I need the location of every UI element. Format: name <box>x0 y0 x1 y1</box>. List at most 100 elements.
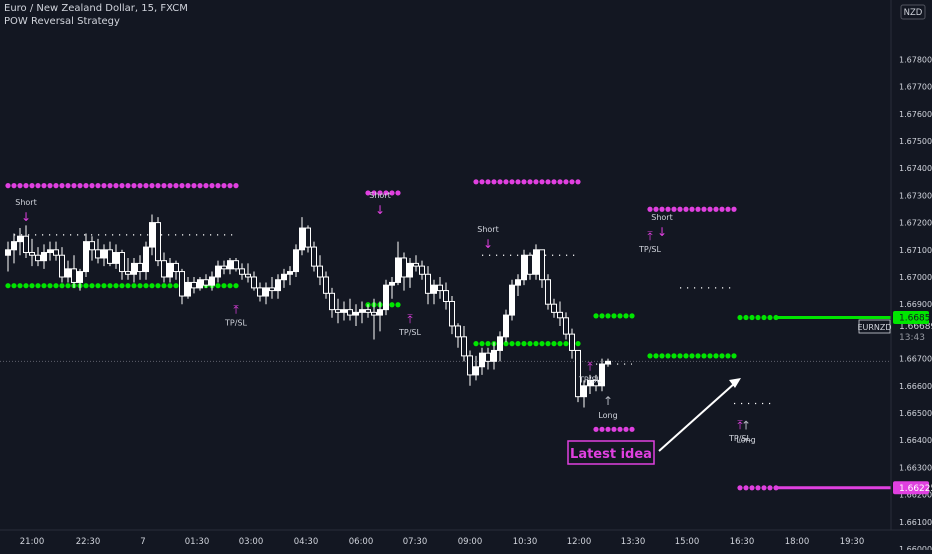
candle <box>173 260 179 280</box>
signal-dot <box>149 283 155 289</box>
signal-dot <box>395 190 401 196</box>
tpsl-signal: ⤒ TP/SL <box>638 229 661 254</box>
price-tag-symbol: EURNZD <box>857 323 891 332</box>
y-tick-label: 1.66900 <box>899 300 932 309</box>
candle <box>83 233 89 277</box>
candle <box>329 287 335 318</box>
signal-dot <box>713 206 719 212</box>
signal-dot <box>185 183 191 189</box>
signal-dot <box>23 183 29 189</box>
currency-badge-label: NZD <box>904 8 923 18</box>
signal-dot <box>167 283 173 289</box>
candle <box>215 260 221 283</box>
signal-dot <box>689 206 695 212</box>
short-label: Short <box>15 198 36 207</box>
chart-title: Euro / New Zealand Dollar, 15, FXCM <box>4 3 188 14</box>
candle-body <box>383 284 389 311</box>
candle-body <box>263 287 269 297</box>
signal-dot <box>677 353 683 359</box>
signal-dot <box>113 283 119 289</box>
signal-dot <box>575 179 581 185</box>
candle-body <box>419 265 425 275</box>
candle <box>365 304 371 318</box>
candle <box>521 249 527 286</box>
candle <box>191 277 197 294</box>
signal-dot <box>599 426 605 432</box>
signal-dot <box>755 314 761 321</box>
long-label: Long <box>736 435 755 444</box>
signal-dot <box>545 341 551 347</box>
candle <box>341 301 347 321</box>
tpsl-signal: ⤒ TP/SL <box>224 302 247 327</box>
signal-dot <box>59 283 65 289</box>
candle-body <box>425 273 431 294</box>
x-tick-label: 09:00 <box>458 537 483 547</box>
signal-dot <box>143 183 149 189</box>
x-tick-label: 10:30 <box>513 537 538 547</box>
candle-body <box>371 311 377 316</box>
signal-dot <box>617 313 623 319</box>
candle-body <box>185 281 191 297</box>
candle <box>263 282 269 305</box>
candle-body <box>599 363 605 387</box>
candle <box>569 328 575 359</box>
signal-dot <box>647 206 653 212</box>
signal-dot <box>521 179 527 185</box>
candle <box>419 260 425 280</box>
candle <box>233 257 239 272</box>
candle-body <box>521 254 527 281</box>
latest-idea-callout: Latest idea <box>567 378 741 465</box>
signal-dot <box>173 183 179 189</box>
candle-body <box>449 300 455 327</box>
signal-dot <box>395 302 401 308</box>
candle <box>95 238 101 264</box>
candle <box>581 380 587 408</box>
candle <box>227 257 233 275</box>
signal-dot <box>47 183 53 189</box>
x-tick-label: 22:30 <box>76 537 101 547</box>
candle-body <box>155 222 161 262</box>
signal-dot <box>557 179 563 185</box>
signal-dot <box>767 314 773 321</box>
signal-dot <box>521 341 527 347</box>
signal-dot <box>671 206 677 212</box>
candle-body <box>179 271 185 297</box>
candle <box>125 257 131 280</box>
signal-dot <box>647 353 653 359</box>
signal-dot <box>569 179 575 185</box>
y-tick-label: 1.66200 <box>899 491 932 500</box>
signal-dot <box>65 183 71 189</box>
tpsl-label: TP/SL <box>728 434 751 443</box>
candle-body <box>317 265 323 278</box>
indicator-name: POW Reversal Strategy <box>4 16 120 27</box>
short-label: Short <box>369 191 390 200</box>
signal-dot <box>221 183 227 189</box>
candle <box>155 217 161 267</box>
signal-dot <box>95 283 101 289</box>
candle-body <box>569 333 575 351</box>
signal-dot <box>101 183 107 189</box>
y-tick-label: 1.66600 <box>899 382 932 391</box>
short-arrow-icon: ↓ <box>375 203 385 217</box>
callout-box <box>567 440 655 465</box>
candle <box>29 238 35 267</box>
candle <box>251 271 257 291</box>
candle-body <box>281 273 287 281</box>
candle <box>167 257 173 283</box>
x-tick-label: 15:00 <box>675 537 700 547</box>
candle <box>107 241 113 267</box>
signal-dot <box>731 353 737 359</box>
signal-dot <box>485 341 491 347</box>
signal-dot <box>689 353 695 359</box>
signal-dot <box>653 353 659 359</box>
tpsl-label: TP/SL <box>224 318 247 327</box>
candle <box>587 374 593 394</box>
currency-badge[interactable]: NZD <box>900 4 926 20</box>
x-tick-label: 04:30 <box>294 537 319 547</box>
candle-body <box>335 309 341 313</box>
candle-body <box>113 252 119 264</box>
signal-dot <box>695 353 701 359</box>
y-tick-label: 1.66400 <box>899 436 932 445</box>
